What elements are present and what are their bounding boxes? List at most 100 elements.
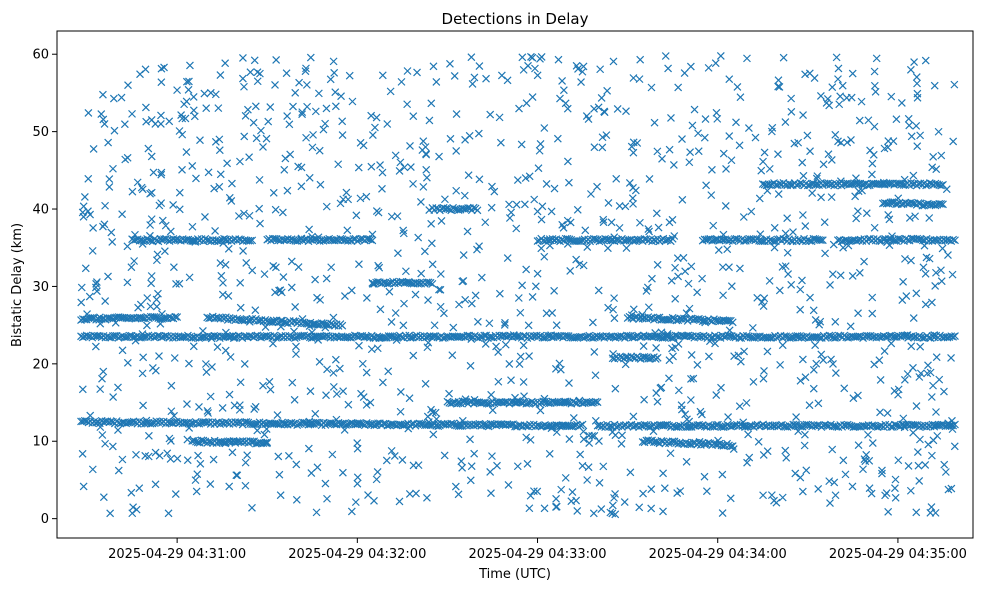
data-point bbox=[836, 271, 845, 280]
data-point bbox=[166, 437, 175, 445]
data-point bbox=[322, 274, 331, 283]
data-point bbox=[307, 469, 316, 477]
y-tick-label: 40 bbox=[32, 203, 49, 218]
data-point bbox=[134, 303, 143, 312]
data-point bbox=[660, 484, 669, 493]
data-point bbox=[903, 331, 912, 340]
data-point bbox=[674, 386, 683, 395]
data-point bbox=[292, 495, 301, 504]
data-point bbox=[451, 482, 460, 491]
data-point bbox=[188, 161, 197, 170]
data-point bbox=[585, 431, 593, 440]
data-point bbox=[405, 489, 414, 498]
data-point bbox=[353, 473, 362, 482]
data-point bbox=[857, 97, 866, 106]
data-point bbox=[651, 329, 660, 337]
data-point bbox=[138, 369, 147, 378]
data-point bbox=[719, 230, 728, 239]
data-point bbox=[330, 68, 339, 77]
data-point bbox=[123, 242, 132, 251]
data-point bbox=[910, 58, 919, 66]
data-point bbox=[367, 345, 376, 354]
data-point bbox=[144, 452, 153, 461]
data-point bbox=[375, 263, 384, 272]
data-point bbox=[912, 73, 921, 82]
y-tick-label: 30 bbox=[32, 280, 49, 295]
data-point bbox=[852, 214, 861, 223]
data-point bbox=[366, 398, 375, 407]
data-point bbox=[835, 100, 844, 109]
data-point bbox=[951, 332, 959, 341]
data-point bbox=[949, 137, 958, 146]
data-point bbox=[663, 330, 672, 338]
data-point bbox=[536, 406, 545, 415]
data-point bbox=[466, 435, 474, 444]
data-point bbox=[591, 397, 600, 406]
data-point bbox=[221, 418, 230, 426]
data-point bbox=[798, 158, 807, 167]
data-point bbox=[230, 437, 239, 446]
data-point bbox=[434, 285, 443, 294]
data-point bbox=[948, 425, 957, 434]
data-point bbox=[221, 59, 230, 68]
data-point bbox=[748, 323, 757, 332]
data-point bbox=[494, 348, 503, 356]
data-point bbox=[427, 219, 436, 228]
data-point bbox=[816, 333, 824, 342]
data-point bbox=[474, 129, 483, 138]
data-point bbox=[463, 227, 472, 236]
data-point bbox=[277, 316, 286, 325]
data-point bbox=[259, 381, 267, 390]
data-point bbox=[173, 313, 182, 322]
data-point bbox=[88, 465, 97, 474]
data-point bbox=[485, 319, 494, 328]
data-point bbox=[667, 114, 675, 122]
data-point bbox=[344, 400, 353, 409]
data-point bbox=[378, 71, 387, 80]
data-point bbox=[351, 498, 360, 507]
data-point bbox=[583, 243, 592, 252]
data-point bbox=[808, 189, 817, 197]
data-point bbox=[735, 402, 744, 411]
data-point bbox=[79, 482, 88, 491]
data-point bbox=[828, 270, 837, 279]
data-point bbox=[114, 383, 122, 392]
data-point bbox=[240, 209, 248, 218]
data-point bbox=[370, 496, 378, 505]
data-point bbox=[183, 435, 192, 444]
data-point bbox=[599, 218, 608, 227]
data-point bbox=[457, 457, 466, 466]
data-point bbox=[494, 377, 503, 386]
data-point bbox=[551, 364, 560, 373]
data-point bbox=[776, 360, 785, 369]
data-point bbox=[705, 337, 714, 346]
data-point bbox=[403, 67, 412, 75]
data-point bbox=[342, 188, 351, 197]
data-point bbox=[674, 339, 683, 348]
data-point bbox=[97, 110, 106, 118]
data-point bbox=[829, 360, 837, 368]
data-point bbox=[530, 195, 539, 204]
data-point bbox=[718, 509, 727, 517]
data-point bbox=[378, 378, 387, 387]
data-point bbox=[552, 321, 561, 330]
data-point bbox=[913, 79, 921, 88]
data-point bbox=[201, 418, 210, 426]
data-point bbox=[234, 212, 243, 220]
data-point bbox=[241, 458, 250, 467]
data-point bbox=[154, 289, 162, 298]
data-point bbox=[638, 310, 647, 319]
data-point bbox=[670, 232, 679, 240]
data-point bbox=[454, 490, 463, 499]
data-point bbox=[694, 147, 703, 156]
data-point bbox=[870, 223, 879, 232]
data-point bbox=[700, 472, 709, 481]
data-point bbox=[553, 134, 562, 143]
data-point bbox=[806, 147, 814, 156]
data-point bbox=[292, 350, 300, 359]
data-point bbox=[367, 162, 376, 171]
data-point bbox=[312, 508, 321, 517]
data-point bbox=[322, 104, 331, 113]
data-point bbox=[649, 427, 658, 436]
data-point bbox=[322, 391, 330, 400]
